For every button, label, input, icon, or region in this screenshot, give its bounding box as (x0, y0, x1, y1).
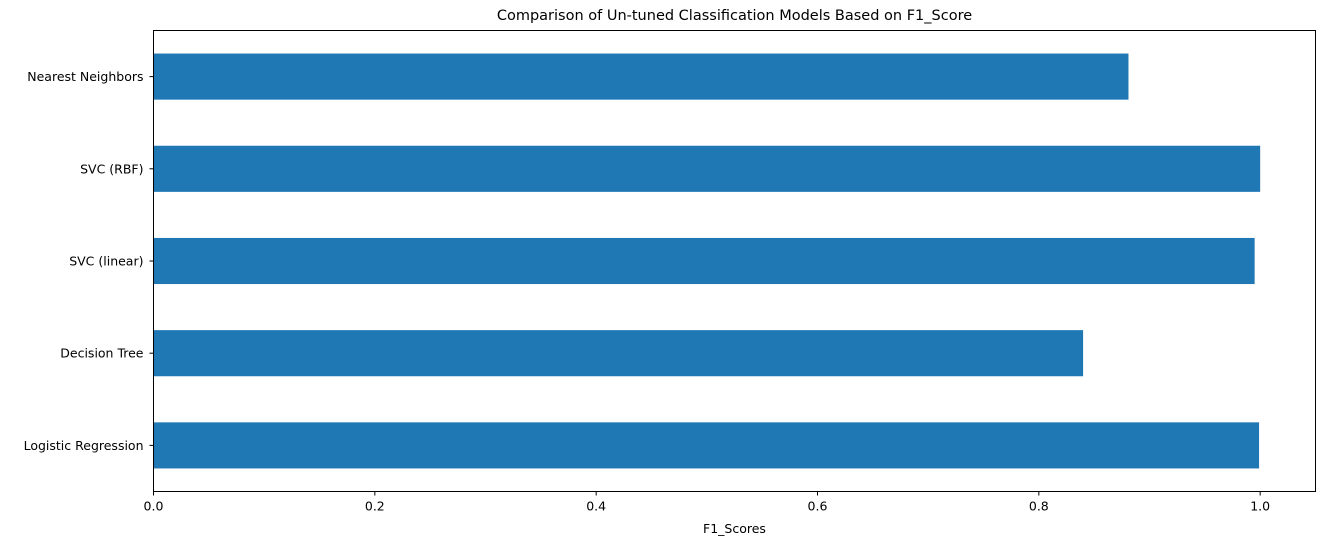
x-tick-label: 1.0 (1250, 499, 1270, 514)
plot-frame (153, 30, 1316, 492)
bar-nearest-neighbors (153, 53, 1129, 100)
x-tick-label: 0.6 (808, 499, 828, 514)
x-tick-label: 0.2 (365, 499, 385, 514)
x-axis-ticks: 0.0 0.2 0.4 0.6 0.8 1.0 (144, 491, 1270, 514)
y-tick-label: Nearest Neighbors (27, 69, 143, 84)
y-tick-label: SVC (linear) (69, 254, 143, 269)
x-tick-label: 0.4 (586, 499, 606, 514)
y-tick-label: Logistic Regression (24, 438, 144, 453)
bar-decision-tree (153, 330, 1084, 377)
y-tick-label: SVC (RBF) (80, 161, 143, 176)
y-tick-label: Decision Tree (60, 346, 144, 361)
bar-svc-rbf (153, 145, 1261, 192)
bar-svc-linear (153, 237, 1255, 285)
y-axis-ticks: Logistic Regression Decision Tree SVC (lin… (24, 69, 154, 453)
chart-title: Comparison of Un-tuned Classification Mo… (497, 8, 972, 24)
bar-logistic-regression (153, 422, 1260, 469)
x-axis-label: F1_Scores (703, 521, 766, 536)
x-tick-label: 0.8 (1029, 499, 1049, 514)
x-tick-label: 0.0 (144, 499, 164, 514)
bars-group (153, 53, 1261, 469)
